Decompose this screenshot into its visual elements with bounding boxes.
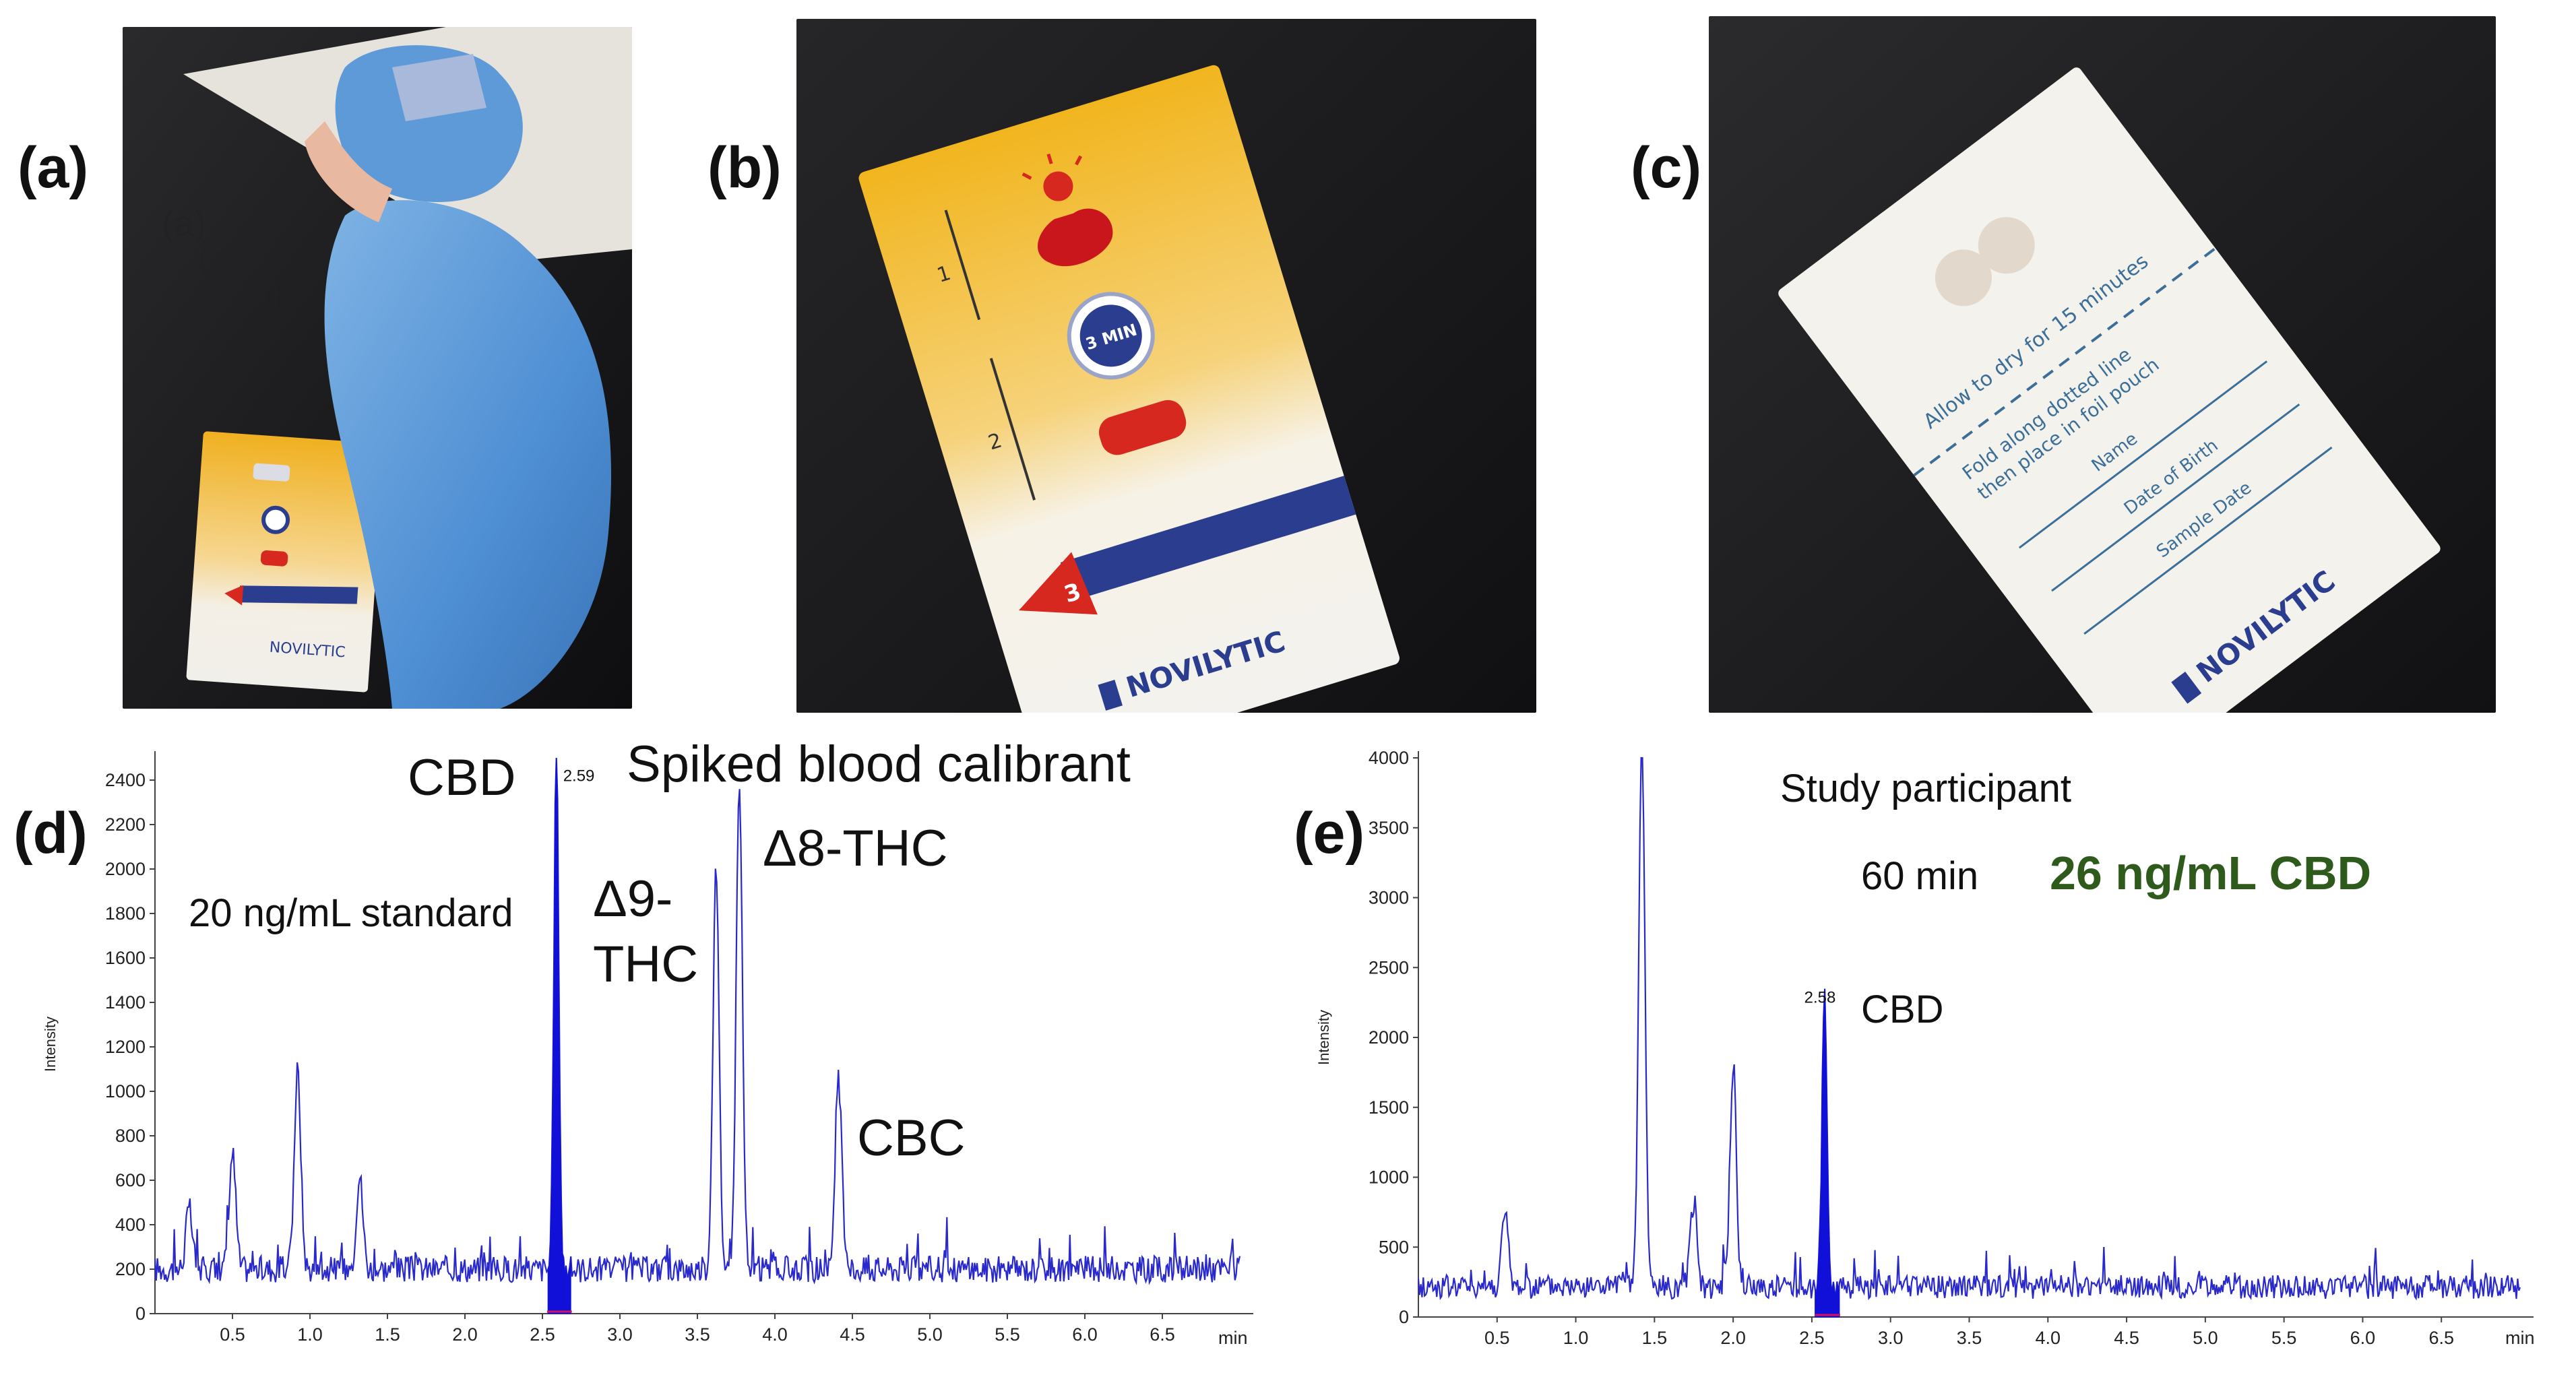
chart-e-title: Study participant [1780, 767, 2071, 810]
y-tick-label: 3500 [1369, 818, 1409, 838]
x-tick-label: 6.0 [2350, 1328, 2376, 1348]
x-tick-label: 0.5 [1484, 1328, 1510, 1348]
peak-area-CBD [1815, 988, 1840, 1318]
chart-d-xlabel: min [1218, 1328, 1248, 1348]
x-tick-label: 6.5 [2428, 1328, 2454, 1348]
y-tick-label: 4000 [1369, 748, 1409, 768]
y-tick-label: 1400 [105, 992, 146, 1013]
y-tick-label: 3000 [1369, 888, 1409, 908]
x-tick-label: 2.5 [530, 1324, 555, 1345]
photo-a: NOVILYTIC (a) (a) (a) [123, 27, 632, 709]
x-tick-label: 3.0 [607, 1324, 633, 1345]
panel-label-c: (c) [1631, 135, 1702, 200]
y-tick-label: 200 [115, 1259, 146, 1279]
y-tick-label: 2400 [105, 770, 146, 790]
chart-e-subtitle-prefix: 60 min [1861, 854, 1978, 898]
peak-label-cbd-d: CBD [408, 749, 515, 806]
panel-label-d: (d) [13, 801, 88, 866]
x-tick-label: 0.5 [220, 1324, 245, 1345]
x-tick-label: 5.5 [995, 1324, 1020, 1345]
panel-label-e: (e) [1294, 801, 1365, 866]
peak-label-d8: Δ8-THC [763, 820, 948, 877]
x-tick-label: 2.0 [1720, 1328, 1746, 1348]
peak-rt-label: 2.59 [563, 767, 595, 785]
y-tick-label: 1200 [105, 1037, 146, 1057]
y-tick-label: 1000 [105, 1081, 146, 1101]
chart-e-trace: 2.58 [1417, 757, 2521, 1318]
panel-label-a: (a) [18, 135, 89, 200]
photo-c: Allow to dry for 15 minutes Fold along d… [1709, 16, 2496, 713]
chromatogram-trace [154, 757, 1241, 1285]
y-tick-label: 800 [115, 1126, 146, 1146]
x-tick-label: 4.5 [840, 1324, 865, 1345]
panel-label-b: (b) [708, 135, 782, 200]
x-tick-label: 1.0 [1563, 1328, 1589, 1348]
y-tick-label: 400 [115, 1215, 146, 1235]
chart-d-title: Spiked blood calibrant [627, 736, 1131, 793]
chromatogram-trace [1417, 757, 2521, 1301]
y-tick-label: 0 [1399, 1307, 1409, 1327]
y-tick-label: 1800 [105, 903, 146, 924]
x-tick-label: 1.5 [375, 1324, 400, 1345]
chart-d-trace: 2.59 [154, 757, 1241, 1314]
chart-d-axes: 0 200 400 600 800 1000 1200 1400 1600 1800 2000 220… [105, 751, 1253, 1345]
chart-d-subtitle: 20 ng/mL standard [189, 891, 513, 935]
x-tick-label: 4.0 [762, 1324, 788, 1345]
y-tick-label: 600 [115, 1170, 146, 1190]
x-tick-label: 3.5 [1957, 1328, 1982, 1348]
x-tick-label: 6.5 [1150, 1324, 1175, 1345]
x-tick-label: 3.5 [685, 1324, 710, 1345]
ghost-label-1: (a) [162, 203, 206, 244]
peak-label-cbc: CBC [857, 1110, 965, 1167]
x-tick-label: 2.0 [452, 1324, 478, 1345]
chart-d-ylabel: Intensity [42, 1017, 59, 1072]
y-tick-label: 0 [135, 1304, 146, 1324]
chart-d: 0 200 400 600 800 1000 1200 1400 1600 1800 2000 220… [42, 736, 1253, 1348]
peak-label-d9-line2: THC [593, 936, 698, 993]
ghost-label-3: (a) [236, 274, 280, 314]
y-tick-label: 2200 [105, 814, 146, 835]
peak-rt-label: 2.58 [1804, 989, 1836, 1007]
y-tick-label: 2500 [1369, 957, 1409, 977]
peak-label-cbd-e: CBD [1861, 988, 1943, 1031]
x-tick-label: 3.0 [1878, 1328, 1904, 1348]
photo-b: 1 2 3 MIN 3 NOVILYTIC [796, 19, 1536, 713]
chart-e-xlabel: min [2505, 1328, 2535, 1348]
x-tick-label: 4.0 [2036, 1328, 2061, 1348]
y-tick-label: 1000 [1369, 1167, 1409, 1188]
x-tick-label: 6.0 [1072, 1324, 1098, 1345]
x-tick-label: 1.5 [1642, 1328, 1668, 1348]
x-tick-label: 5.0 [2193, 1328, 2218, 1348]
y-tick-label: 2000 [105, 859, 146, 879]
peak-area-CBD [547, 757, 571, 1314]
chart-e-ylabel: Intensity [1315, 1010, 1332, 1065]
y-tick-label: 2000 [1369, 1027, 1409, 1048]
chart-e-subtitle-highlight: 26 ng/mL CBD [2050, 847, 2371, 899]
y-tick-label: 500 [1379, 1237, 1409, 1257]
x-tick-label: 5.0 [917, 1324, 943, 1345]
x-tick-label: 1.0 [297, 1324, 323, 1345]
y-tick-label: 1500 [1369, 1097, 1409, 1118]
chart-e: 0 500 1000 1500 2000 2500 3000 3500 4000 0.5 1.0 1.… [1315, 748, 2535, 1348]
peak-label-d9-line1: Δ9- [593, 870, 672, 928]
chart-e-axes: 0 500 1000 1500 2000 2500 3000 3500 4000 0.5 1.0 1.… [1369, 748, 2534, 1348]
x-tick-label: 2.5 [1799, 1328, 1825, 1348]
x-tick-label: 5.5 [2271, 1328, 2297, 1348]
y-tick-label: 1600 [105, 948, 146, 968]
x-tick-label: 4.5 [2114, 1328, 2139, 1348]
ghost-label-2: (a) [198, 238, 243, 279]
